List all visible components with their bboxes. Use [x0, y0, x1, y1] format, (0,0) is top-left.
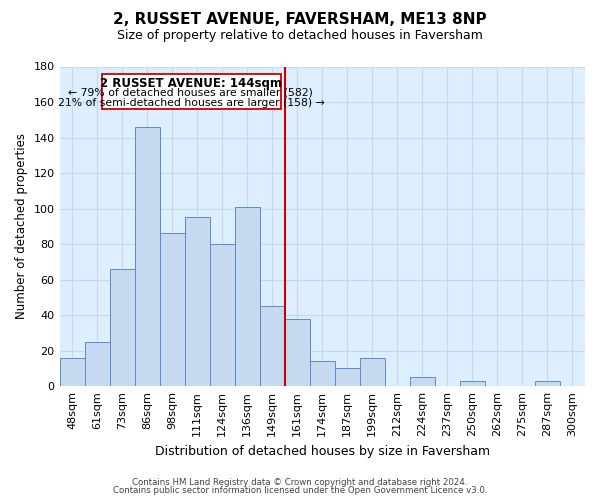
Bar [134, 127, 160, 386]
Y-axis label: Number of detached properties: Number of detached properties [15, 134, 28, 320]
Bar [535, 381, 560, 386]
Bar [460, 381, 485, 386]
Text: 21% of semi-detached houses are larger (158) →: 21% of semi-detached houses are larger (… [58, 98, 324, 108]
Text: 2 RUSSET AVENUE: 144sqm: 2 RUSSET AVENUE: 144sqm [100, 77, 282, 90]
Text: Contains public sector information licensed under the Open Government Licence v3: Contains public sector information licen… [113, 486, 487, 495]
Text: 2, RUSSET AVENUE, FAVERSHAM, ME13 8NP: 2, RUSSET AVENUE, FAVERSHAM, ME13 8NP [113, 12, 487, 28]
Bar [410, 378, 435, 386]
Bar [85, 342, 110, 386]
Bar [235, 207, 260, 386]
Bar [260, 306, 285, 386]
Text: Size of property relative to detached houses in Faversham: Size of property relative to detached ho… [117, 29, 483, 42]
X-axis label: Distribution of detached houses by size in Faversham: Distribution of detached houses by size … [155, 444, 490, 458]
Text: Contains HM Land Registry data © Crown copyright and database right 2024.: Contains HM Land Registry data © Crown c… [132, 478, 468, 487]
Bar [59, 358, 85, 386]
Bar [110, 269, 134, 386]
FancyBboxPatch shape [102, 74, 281, 109]
Bar [285, 318, 310, 386]
Bar [335, 368, 360, 386]
Bar [310, 362, 335, 386]
Bar [185, 218, 209, 386]
Bar [160, 234, 185, 386]
Text: ← 79% of detached houses are smaller (582): ← 79% of detached houses are smaller (58… [68, 88, 313, 98]
Bar [209, 244, 235, 386]
Bar [360, 358, 385, 386]
